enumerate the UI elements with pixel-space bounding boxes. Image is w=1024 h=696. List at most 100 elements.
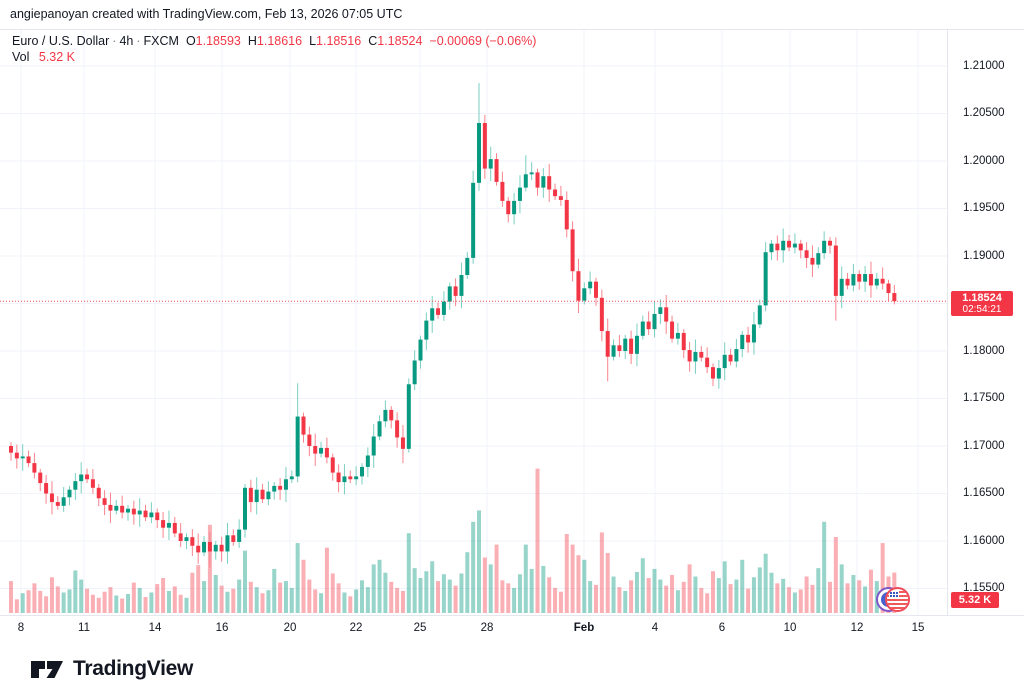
volume-bar	[73, 570, 78, 613]
volume-bar	[243, 550, 247, 613]
candle-body	[488, 159, 493, 169]
volume-bar	[459, 573, 464, 613]
candle-body	[787, 240, 792, 248]
candle-body	[652, 313, 657, 330]
volume-bar	[283, 581, 288, 613]
time-tick-label: 6	[718, 622, 726, 634]
volume-bar	[278, 582, 283, 613]
volume-bar	[131, 582, 136, 613]
volume-bar	[96, 597, 101, 613]
candle-body	[547, 176, 552, 190]
candle-body	[336, 472, 341, 483]
volume-bar	[787, 587, 792, 613]
volume-bar	[564, 533, 569, 613]
time-tick-label: 22	[349, 622, 363, 634]
candle-body	[49, 493, 54, 503]
candle-body	[324, 447, 329, 458]
volume-bar	[453, 585, 458, 613]
volume-bar	[634, 571, 639, 613]
volume-bar	[716, 578, 721, 613]
candle-body	[722, 354, 727, 369]
volume-bar	[313, 589, 318, 613]
candle-body	[833, 245, 838, 296]
price-tick-label: 1.20000	[963, 154, 1005, 167]
volume-bar	[61, 592, 66, 613]
volume-bar	[570, 544, 575, 613]
candle-body	[248, 487, 253, 503]
candle-body	[441, 301, 446, 315]
volume-bar	[576, 555, 581, 613]
volume-bar	[55, 586, 60, 613]
volume-bar	[260, 593, 265, 613]
volume-bar	[371, 564, 376, 613]
volume-bar	[699, 587, 704, 613]
time-axis[interactable]: 8 11 14 16 20 22 25 28 Feb 4 6 10 12 15	[0, 615, 1024, 641]
volume-bar	[711, 571, 715, 613]
volume-bar	[751, 577, 756, 613]
volume-bar	[85, 588, 90, 613]
volume-bar	[137, 587, 142, 613]
price-tick-label: 1.21000	[963, 59, 1005, 72]
candle-body	[143, 510, 148, 518]
candle-body	[231, 535, 236, 542]
candle-body	[523, 174, 528, 188]
candle-body	[459, 275, 464, 296]
separator-dot: ·	[112, 34, 117, 48]
candle-body	[184, 537, 189, 541]
volume-bar	[599, 532, 604, 613]
candle-body	[424, 320, 429, 340]
tradingview-logo[interactable]: TradingView	[30, 652, 193, 686]
candle-body	[161, 520, 166, 528]
candle-body	[90, 479, 95, 488]
volume-bar	[488, 564, 493, 613]
candle-body	[857, 274, 862, 282]
volume-bar	[330, 573, 335, 613]
candle-body	[681, 332, 686, 351]
time-tick-label: 10	[783, 622, 797, 634]
volume-bar	[26, 590, 31, 613]
time-tick-label: 11	[78, 622, 90, 634]
current-price-badge: 1.18524 02:54:21	[951, 291, 1013, 317]
volume-bar	[172, 586, 177, 613]
candle-body	[85, 474, 90, 480]
volume-label: Vol	[12, 50, 30, 64]
candle-body	[44, 483, 49, 494]
volume-bar	[436, 581, 441, 613]
candle-body	[804, 250, 809, 258]
volume-bar	[114, 595, 119, 613]
volume-bar	[629, 580, 634, 613]
price-axis[interactable]: 1.18524 02:54:21 5.32 K 1.21000 1.20500 1.…	[947, 30, 1024, 615]
volume-bar	[418, 578, 423, 613]
candle-body	[670, 321, 675, 339]
candle-body	[564, 199, 569, 230]
price-tick-label: 1.18000	[963, 344, 1005, 357]
volume-bar	[120, 598, 125, 613]
candle-body	[792, 243, 797, 248]
candle-body	[114, 505, 119, 511]
candle-body	[178, 533, 183, 541]
countdown-timer: 02:54:21	[962, 304, 1002, 316]
candle-body	[798, 243, 803, 251]
volume-bar	[178, 594, 183, 613]
candle-body	[219, 544, 224, 552]
volume-bar	[605, 552, 610, 613]
close-label: C	[368, 34, 378, 48]
candle-body	[137, 510, 142, 515]
candle-body	[254, 489, 259, 503]
volume-bar	[365, 587, 370, 613]
candle-body	[494, 159, 499, 182]
time-tick-label: 12	[850, 622, 864, 634]
candle-body	[892, 293, 897, 302]
volume-bar	[611, 576, 616, 613]
volume-bar	[517, 574, 522, 613]
candle-body	[705, 357, 710, 368]
candle-body	[558, 196, 563, 200]
low-value: 1.18516	[316, 34, 362, 48]
volume-bar	[20, 593, 25, 613]
candle-body	[307, 434, 312, 446]
candle-body	[634, 335, 639, 354]
volume-bar	[307, 579, 312, 613]
volume-bar	[798, 589, 803, 613]
volume-bar	[833, 537, 838, 613]
